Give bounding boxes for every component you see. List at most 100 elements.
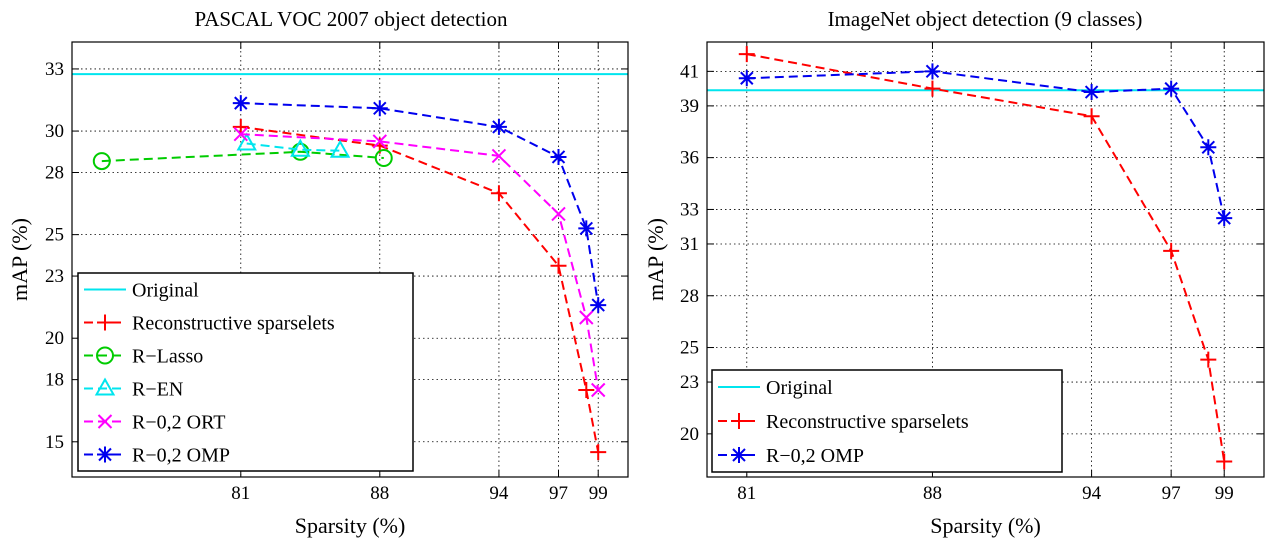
chart-title: PASCAL VOC 2007 object detection (194, 7, 508, 31)
data-point (578, 220, 595, 237)
data-point (291, 142, 310, 161)
y-tick-label: 30 (45, 121, 64, 142)
data-point (591, 382, 606, 398)
y-tick-label: 28 (45, 163, 64, 184)
data-point (590, 444, 607, 461)
data-point (374, 149, 393, 167)
x-tick-label: 99 (1215, 483, 1234, 504)
data-point (491, 148, 507, 164)
series-line (746, 70, 1226, 219)
legend-box (711, 369, 1063, 473)
data-point (290, 138, 311, 157)
data-point (1163, 80, 1180, 97)
data-point (550, 148, 567, 165)
data-point (372, 134, 387, 149)
chart-2: 81 88 94 97 99 20 23 25 28 31 33 36 39 41 ImageNet obj… (643, 7, 1265, 538)
y-tick-label: 25 (45, 225, 64, 246)
legend-label: Original (132, 280, 199, 302)
x-tick-label: 97 (549, 483, 568, 504)
data-point (924, 80, 941, 97)
y-tick-label: 39 (680, 96, 699, 117)
legend-label: Reconstructive sparselets (132, 313, 335, 335)
series-5 (233, 126, 606, 398)
y-tick-label: 41 (680, 61, 699, 82)
legend-marker (97, 314, 113, 331)
y-tick-label: 28 (680, 286, 699, 307)
data-point (578, 382, 595, 398)
x-tick-label: 88 (923, 483, 942, 504)
series-3 (738, 63, 1233, 227)
legend-label: R−0,2 OMP (766, 445, 864, 467)
y-tick-label: 33 (680, 199, 699, 220)
x-tick-label: 99 (589, 483, 608, 504)
legend-marker (731, 447, 747, 463)
x-axis-label: Sparsity (%) (295, 513, 406, 538)
data-point (579, 310, 594, 325)
legend-marker (94, 377, 116, 396)
x-axis-label: Sparsity (%) (930, 513, 1041, 538)
x-tick-label: 97 (1162, 483, 1181, 504)
y-tick-label: 23 (680, 372, 699, 393)
data-point (1200, 351, 1217, 368)
data-point (236, 132, 257, 151)
data-point (233, 126, 248, 142)
data-point (1216, 453, 1233, 470)
x-tick-label: 94 (489, 483, 509, 504)
legend-marker (731, 413, 747, 429)
y-axis-label: mAP (%) (643, 218, 668, 301)
data-point (738, 70, 755, 87)
chart-1: 81 88 94 97 99 15 18 20 23 25 28 30 33 PASCAL VOC 200… (7, 7, 629, 538)
data-point (1216, 210, 1233, 227)
x-tick-label: 94 (1082, 483, 1102, 504)
data-point (590, 297, 607, 314)
y-tick-label: 25 (680, 338, 699, 359)
data-point (924, 63, 941, 80)
series-line (240, 125, 600, 453)
data-point (232, 118, 249, 135)
data-point (329, 139, 351, 158)
series-line (240, 102, 600, 306)
y-tick-label: 31 (680, 234, 699, 255)
legend-marker (97, 446, 113, 463)
legend-label: R−0,2 ORT (132, 412, 225, 434)
y-tick-label: 15 (45, 432, 64, 453)
series-4 (236, 132, 351, 158)
chart-title: ImageNet object detection (9 classes) (828, 7, 1143, 31)
legend-label: R−0,2 OMP (132, 445, 230, 467)
x-tick-label: 81 (737, 483, 756, 504)
x-tick-label: 81 (231, 483, 250, 504)
axes-frame (71, 41, 629, 478)
series-line (101, 150, 384, 163)
data-point (1200, 139, 1217, 156)
legend-marker (96, 346, 114, 365)
series-line (746, 53, 1226, 462)
legend-label: R−Lasso (132, 346, 203, 368)
series-line (240, 133, 600, 391)
data-point (1083, 84, 1100, 101)
y-tick-label: 36 (680, 148, 699, 169)
legend: Original Reconstructive sparselets R−Lasso… (77, 272, 414, 472)
y-tick-label: 20 (45, 328, 64, 349)
legend-marker (97, 414, 113, 429)
y-tick-label: 20 (680, 424, 699, 445)
series-6 (232, 95, 607, 314)
series-3 (92, 142, 393, 171)
data-point (1163, 242, 1180, 259)
y-axis-label: mAP (%) (7, 218, 32, 301)
data-point (490, 185, 507, 202)
data-point (232, 95, 249, 112)
data-point (1083, 108, 1100, 125)
y-tick-label: 33 (45, 59, 64, 80)
data-point (550, 257, 567, 274)
legend-label: Original (766, 377, 833, 399)
y-tick-label: 18 (45, 370, 64, 391)
data-point (738, 46, 755, 63)
y-tick-label: 23 (45, 266, 64, 287)
series-line (246, 142, 341, 152)
x-tick-label: 88 (370, 483, 389, 504)
data-point (551, 206, 566, 222)
legend-label: Reconstructive sparselets (766, 411, 969, 433)
data-point (371, 100, 388, 117)
series-2 (738, 46, 1233, 470)
